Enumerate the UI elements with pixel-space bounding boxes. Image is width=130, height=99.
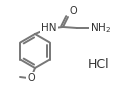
Text: O: O	[27, 73, 35, 83]
Text: O: O	[69, 6, 77, 16]
Text: NH$_2$: NH$_2$	[90, 21, 111, 35]
Text: HCl: HCl	[88, 58, 110, 70]
Text: HN: HN	[41, 23, 57, 33]
